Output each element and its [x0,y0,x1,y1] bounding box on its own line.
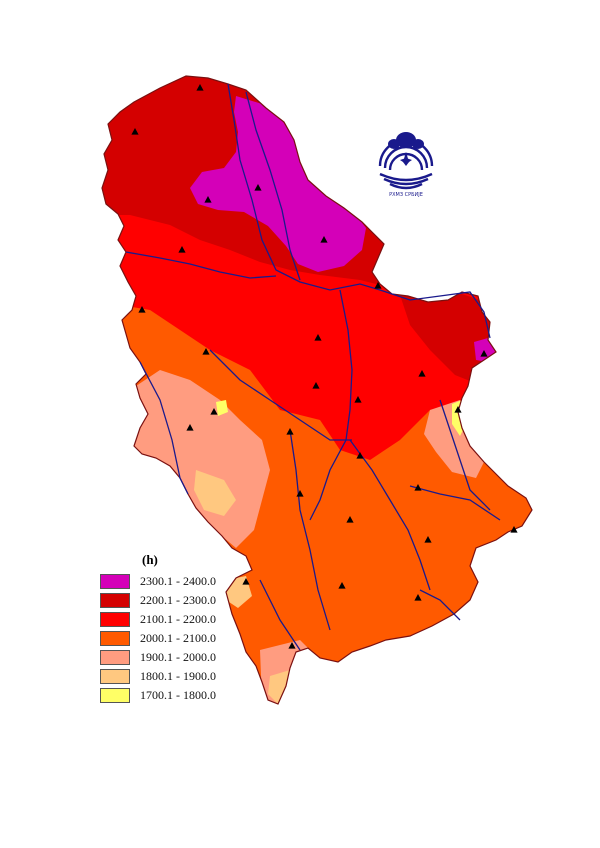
triangle-station-icon [346,516,354,523]
rhmz-emblem-icon: РХМЗ СРБИЈЕ [378,132,434,198]
legend-swatch [100,650,130,665]
legend-item: 2000.1 - 2100.0 [100,629,280,648]
legend-item: 2200.1 - 2300.0 [100,591,280,610]
triangle-station-icon [510,526,518,533]
triangle-station-icon [204,196,212,203]
triangle-station-icon [288,642,296,649]
river-south-1 [259,579,301,651]
legend-rows: 2300.1 - 2400.0 2200.1 - 2300.0 2100.1 - 2… [100,572,280,705]
triangle-station-icon [210,408,218,415]
region-band-1800-west [194,470,236,516]
legend-item: 1700.1 - 1800.0 [100,686,280,705]
legend-swatch [100,688,130,703]
triangle-station-icon [178,246,186,253]
river-west-morava [209,349,352,441]
region-band-2200-east [400,290,500,385]
map-legend: (h) 2300.1 - 2400.0 2200.1 - 2300.0 2100.1… [100,552,280,705]
legend-label: 1800.1 - 1900.0 [140,669,216,683]
river-tisa [245,91,301,281]
legend-swatch [100,593,130,608]
triangle-station-icon [418,370,426,377]
region-band-2300 [190,96,366,272]
triangle-station-icon [356,452,364,459]
region-band-2300-east [474,338,496,362]
river-ibar [289,429,331,631]
river-sava [125,251,277,279]
triangle-station-icon [320,236,328,243]
legend-label: 2000.1 - 2100.0 [140,631,216,645]
river-drina [139,361,189,495]
weather-stations [131,84,518,649]
legend-label: 1700.1 - 1800.0 [140,688,216,702]
river-nisava [409,485,501,521]
legend-label: 2100.1 - 2200.0 [140,612,216,626]
legend-swatch [100,574,130,589]
legend-label: 2200.1 - 2300.0 [140,593,216,607]
logo-text: РХМЗ СРБИЈЕ [389,192,423,198]
triangle-station-icon [374,282,382,289]
triangle-station-icon [196,84,204,91]
river-morava [309,289,353,521]
legend-swatch [100,631,130,646]
legend-item: 1900.1 - 2000.0 [100,648,280,667]
river-danube [227,83,491,339]
legend-label: 1900.1 - 2000.0 [140,650,216,664]
triangle-station-icon [338,582,346,589]
triangle-station-icon [414,484,422,491]
legend-swatch [100,669,130,684]
river-south-morava [349,439,431,591]
triangle-station-icon [138,306,146,313]
triangle-station-icon [131,128,139,135]
river-south-2 [419,589,461,621]
legend-unit: (h) [142,552,158,567]
triangle-station-icon [296,490,304,497]
triangle-station-icon [312,382,320,389]
triangle-station-icon [186,424,194,431]
triangle-station-icon [202,348,210,355]
legend-item: 2100.1 - 2200.0 [100,610,280,629]
triangle-station-icon [354,396,362,403]
triangle-station-icon [314,334,322,341]
legend-item: 2300.1 - 2400.0 [100,572,280,591]
rhmz-logo: РХМЗ СРБИЈЕ [372,128,440,198]
triangle-station-icon [414,594,422,601]
triangle-station-icon [286,428,294,435]
triangle-station-icon [254,184,262,191]
river-timok [439,399,491,511]
legend-swatch [100,612,130,627]
triangle-station-icon [424,536,432,543]
rivers [125,83,501,651]
triangle-station-icon [480,350,488,357]
legend-label: 2300.1 - 2400.0 [140,574,216,588]
region-band-1700-west [216,400,228,416]
legend-item: 1800.1 - 1900.0 [100,667,280,686]
triangle-station-icon [242,578,250,585]
triangle-station-icon [454,406,462,413]
region-band-1900-east [424,400,486,478]
